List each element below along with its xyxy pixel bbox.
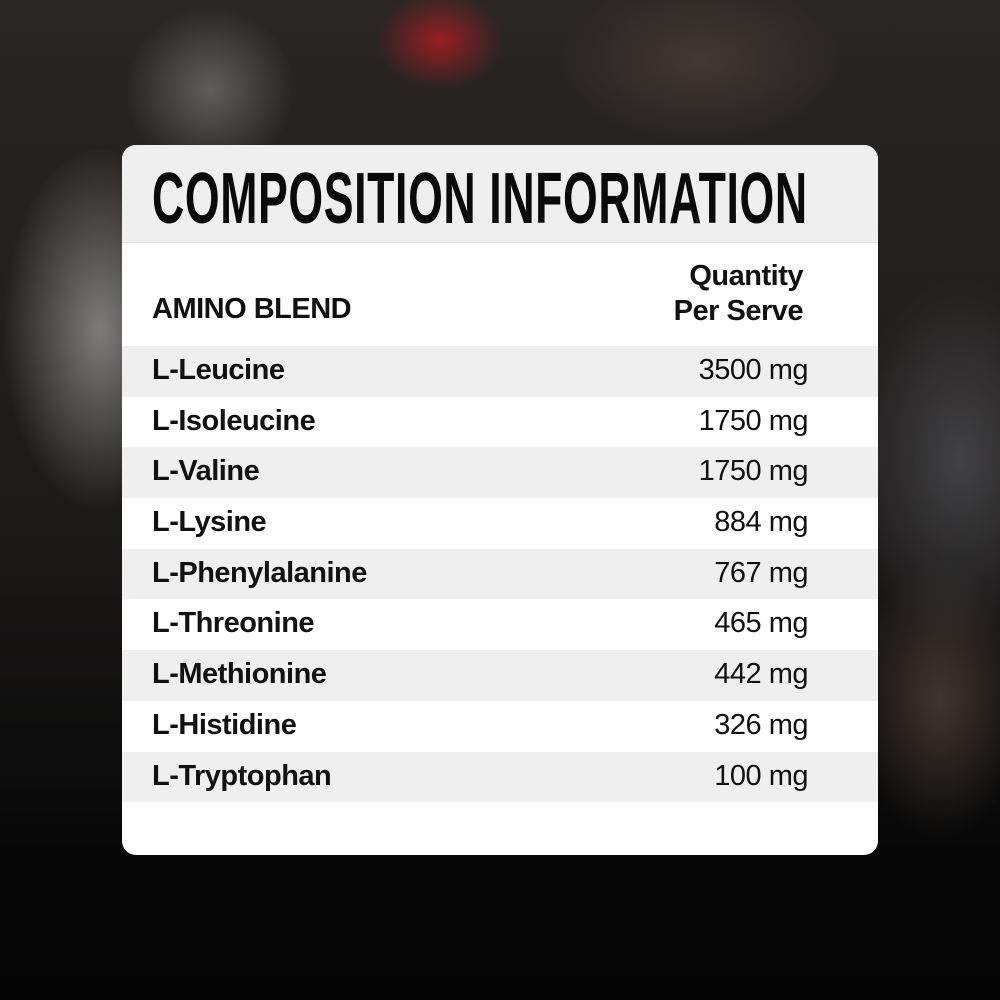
- ingredient-name: L-Tryptophan: [152, 759, 332, 792]
- ingredient-name: L-Histidine: [152, 708, 297, 741]
- column-header-amino-blend: AMINO BLEND: [152, 293, 352, 325]
- column-header-quantity-line1: Quantity: [689, 260, 803, 292]
- column-header-quantity-line2: Per Serve: [673, 295, 804, 327]
- page-title: COMPOSITION INFORMATION: [152, 159, 808, 239]
- table-row: L-Tryptophan 100 mg: [122, 751, 878, 803]
- ingredient-name: L-Isoleucine: [152, 404, 316, 437]
- ingredient-quantity: 100 mg: [714, 759, 808, 792]
- ingredient-name: L-Threonine: [152, 607, 315, 640]
- ingredient-name: L-Lysine: [152, 506, 267, 539]
- table-row: L-Isoleucine 1750 mg: [122, 397, 878, 448]
- ingredient-quantity: 465 mg: [714, 607, 808, 640]
- ingredient-name: L-Phenylalanine: [152, 556, 367, 589]
- ingredient-name: L-Leucine: [152, 354, 285, 386]
- card-header: COMPOSITION INFORMATION: [122, 145, 878, 243]
- ingredient-quantity: 442 mg: [714, 658, 808, 691]
- table-row: L-Threonine 465 mg: [122, 599, 878, 650]
- column-header-quantity: Quantity Per Serve: [673, 259, 804, 329]
- table-row: L-Phenylalanine 767 mg: [122, 548, 878, 600]
- ingredient-quantity: 1750 mg: [698, 455, 809, 488]
- column-headers: AMINO BLEND Quantity Per Serve: [122, 243, 878, 346]
- table-row: L-Methionine 442 mg: [122, 650, 878, 701]
- ingredient-quantity: 326 mg: [714, 708, 808, 741]
- ingredient-quantity: 1750 mg: [698, 404, 809, 437]
- ingredient-quantity: 3500 mg: [698, 354, 809, 386]
- composition-table: L-Leucine 3500 mg L-Isoleucine 1750 mg L-V…: [122, 346, 878, 803]
- table-row: L-Histidine 326 mg: [122, 701, 878, 752]
- composition-card: COMPOSITION INFORMATION AMINO BLEND Quan…: [122, 145, 878, 855]
- ingredient-quantity: 884 mg: [714, 506, 808, 539]
- ingredient-quantity: 767 mg: [714, 556, 808, 589]
- table-row: L-Leucine 3500 mg: [122, 346, 878, 397]
- table-row: L-Valine 1750 mg: [122, 447, 878, 499]
- table-row: L-Lysine 884 mg: [122, 498, 878, 549]
- ingredient-name: L-Methionine: [152, 658, 327, 691]
- ingredient-name: L-Valine: [152, 455, 260, 488]
